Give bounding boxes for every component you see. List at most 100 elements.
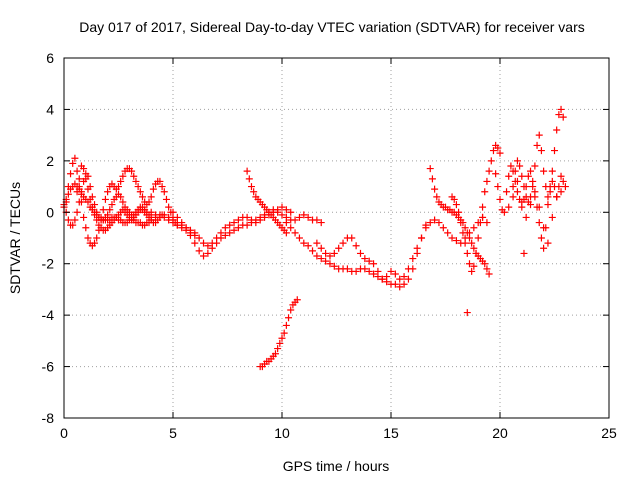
data-point xyxy=(104,188,112,196)
data-point xyxy=(226,221,234,229)
data-point xyxy=(520,249,528,257)
data-point xyxy=(374,267,382,275)
data-point xyxy=(352,267,360,275)
data-point xyxy=(400,273,408,281)
data-point xyxy=(75,183,83,191)
data-point xyxy=(343,265,351,273)
data-point xyxy=(86,195,94,203)
y-tick-label: -8 xyxy=(42,410,55,426)
series-outliers xyxy=(463,193,561,317)
series-track-h xyxy=(256,296,301,371)
data-point xyxy=(396,283,404,291)
data-point xyxy=(339,239,347,247)
data-point xyxy=(69,221,77,229)
x-tick-label: 5 xyxy=(169,425,177,441)
data-point xyxy=(553,193,561,201)
data-point xyxy=(71,216,79,224)
data-point xyxy=(387,267,395,275)
data-point xyxy=(101,195,109,203)
data-point xyxy=(261,213,269,221)
y-tick-label: -6 xyxy=(42,359,55,375)
data-point xyxy=(119,198,127,206)
data-point xyxy=(213,239,221,247)
data-point xyxy=(396,275,404,283)
x-tick-label: 20 xyxy=(492,425,508,441)
data-point xyxy=(73,167,81,175)
data-point xyxy=(533,141,541,149)
data-point xyxy=(494,144,502,152)
data-point xyxy=(73,208,81,216)
data-point xyxy=(450,195,458,203)
data-point xyxy=(204,249,212,257)
data-point xyxy=(433,193,441,201)
data-point xyxy=(165,216,173,224)
data-point xyxy=(370,270,378,278)
data-point xyxy=(383,273,391,281)
series-track-m xyxy=(492,105,567,252)
data-point xyxy=(551,147,558,155)
data-point xyxy=(378,275,386,283)
data-point xyxy=(108,201,116,209)
data-point xyxy=(115,183,122,191)
data-point xyxy=(531,188,539,196)
data-point xyxy=(555,183,563,191)
data-point xyxy=(404,275,412,283)
data-point xyxy=(278,211,286,219)
data-point xyxy=(435,219,443,227)
data-point xyxy=(291,229,299,237)
chart-title: Day 017 of 2017, Sidereal Day-to-day VTE… xyxy=(79,19,585,35)
data-point xyxy=(138,193,146,201)
data-point xyxy=(130,172,138,180)
data-point xyxy=(468,267,476,275)
data-point xyxy=(559,177,567,185)
data-point xyxy=(507,162,515,170)
data-point xyxy=(287,208,295,216)
data-point xyxy=(243,221,251,229)
data-point xyxy=(496,195,504,203)
data-point xyxy=(234,216,242,224)
data-point xyxy=(162,195,170,203)
data-point xyxy=(356,249,364,257)
data-point xyxy=(64,190,72,198)
data-point xyxy=(457,219,465,227)
data-point xyxy=(165,203,173,211)
data-point xyxy=(370,260,378,268)
data-point xyxy=(158,183,166,191)
data-point xyxy=(274,345,282,353)
data-point xyxy=(169,219,177,227)
data-point xyxy=(191,229,199,237)
data-point xyxy=(391,280,399,288)
data-point xyxy=(152,211,160,219)
x-tick-label: 10 xyxy=(274,425,290,441)
y-tick-label: -4 xyxy=(42,307,55,323)
data-point xyxy=(280,329,288,337)
x-tick-label: 25 xyxy=(601,425,617,441)
data-point xyxy=(413,244,421,252)
data-point xyxy=(221,224,229,232)
data-point xyxy=(544,201,552,209)
data-point xyxy=(529,183,537,191)
data-point xyxy=(365,267,373,275)
data-point xyxy=(230,226,238,234)
data-point xyxy=(300,211,308,219)
data-point xyxy=(535,203,543,211)
x-tick-label: 0 xyxy=(60,425,68,441)
data-point xyxy=(531,162,539,170)
data-point xyxy=(431,216,439,224)
data-point xyxy=(489,147,497,155)
data-point xyxy=(285,314,293,322)
data-point xyxy=(537,234,545,242)
data-point xyxy=(463,249,471,257)
data-point xyxy=(559,113,567,121)
data-point xyxy=(77,198,85,206)
data-point xyxy=(208,244,216,252)
data-point xyxy=(71,154,79,162)
data-point xyxy=(548,177,556,185)
data-point xyxy=(492,170,500,178)
data-point xyxy=(527,193,535,201)
series-track-g xyxy=(243,167,290,237)
data-point xyxy=(91,211,99,219)
data-point xyxy=(304,242,312,250)
data-point xyxy=(476,219,484,227)
data-point xyxy=(64,216,72,224)
